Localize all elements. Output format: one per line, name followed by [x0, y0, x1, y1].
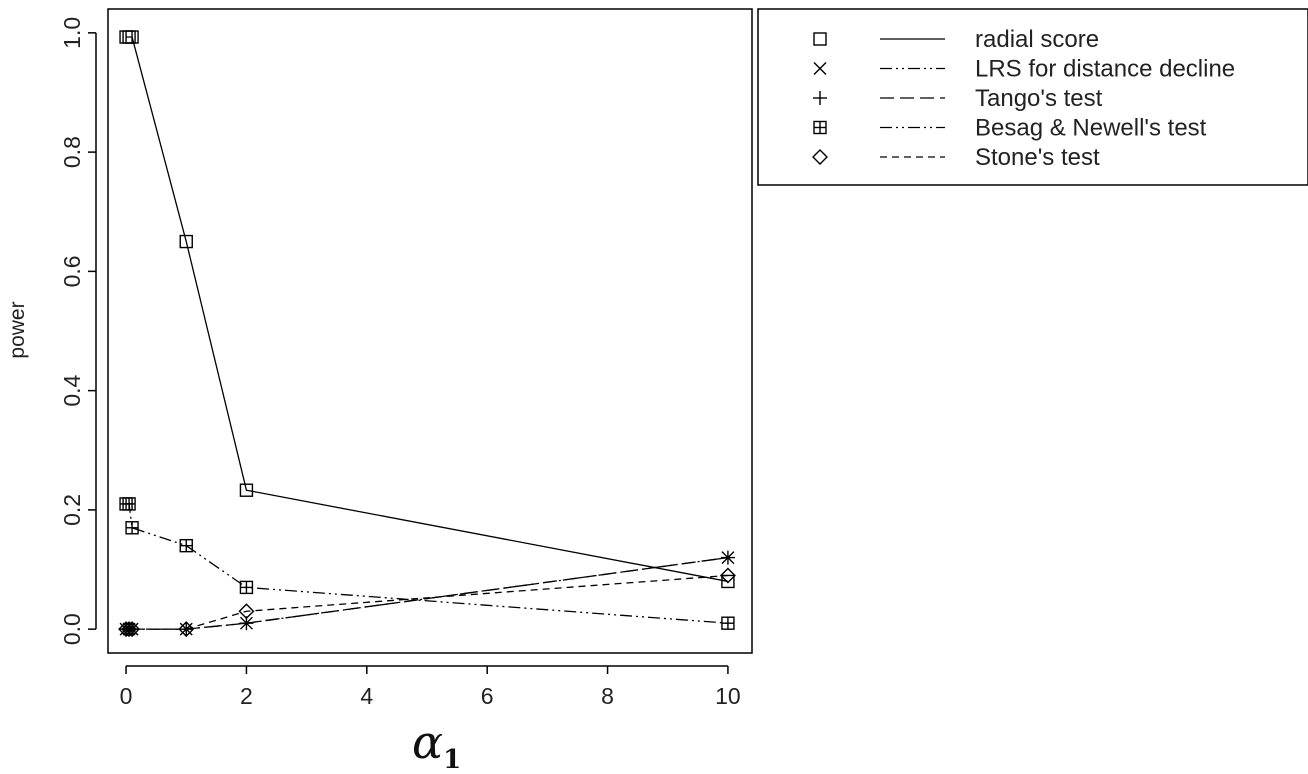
point-stone-s-test — [238, 603, 255, 620]
point-radial-score — [125, 30, 139, 44]
legend-label-stone-s-test: Stone's test — [975, 144, 1100, 171]
point-radial-score — [721, 574, 735, 589]
point-stone-s-test — [124, 621, 141, 638]
x-tick-label: 8 — [601, 683, 614, 709]
x-axis-title-subscript: 1 — [443, 745, 461, 774]
series-lines — [126, 36, 729, 630]
point-besag-newell-s-test — [239, 580, 254, 595]
y-axis-title: power — [6, 301, 29, 358]
legend-label-tango-s-test: Tango's test — [975, 85, 1103, 112]
legend-label-lrs-for-distance-decline: LRS for distance decline — [975, 56, 1235, 83]
legend-marker-besag-newell-s-test — [813, 120, 827, 135]
y-tick-label: 0.0 — [59, 613, 85, 645]
point-besag-newell-s-test — [122, 497, 136, 511]
plot-frame — [107, 8, 753, 654]
series-line-stone-s-test — [126, 574, 728, 630]
legend-label-radial-score: radial score — [975, 26, 1099, 53]
legend-label-besag-newell-s-test: Besag & Newell's test — [975, 115, 1207, 142]
legend-items: radial score LRS for distance declineTang… — [812, 26, 1235, 171]
x-axis: 0 2 4 6 8 10 — [120, 665, 741, 709]
x-tick-label: 4 — [360, 683, 373, 709]
legend: radial score LRS for distance declineTang… — [757, 8, 1308, 186]
x-axis-title-symbol: α — [412, 715, 443, 769]
y-tick-label: 0.4 — [59, 374, 85, 406]
y-tick-label: 0.2 — [59, 494, 85, 526]
y-tick-label: 0.6 — [59, 255, 85, 287]
x-tick-label: 0 — [120, 683, 133, 709]
point-radial-score — [179, 234, 193, 249]
series-markers — [118, 30, 736, 638]
legend-marker-stone-s-test — [812, 149, 828, 165]
x-tick-label: 2 — [240, 683, 253, 709]
point-besag-newell-s-test — [125, 521, 139, 535]
series-line-besag-newell-s-test — [126, 503, 728, 624]
point-stone-s-test — [121, 621, 138, 638]
series-line-radial-score — [126, 36, 729, 583]
legend-frame — [757, 8, 1308, 186]
x-tick-label: 6 — [481, 683, 494, 709]
y-tick-label: 0.8 — [59, 136, 85, 168]
point-besag-newell-s-test — [179, 538, 193, 553]
x-axis-title: α1 — [412, 715, 461, 774]
point-stone-s-test — [178, 621, 195, 638]
y-axis: 0.0 0.2 0.4 0.6 0.8 1.0 — [59, 17, 97, 645]
point-besag-newell-s-test — [721, 616, 735, 630]
series-line-lrs-for-distance-decline — [126, 556, 729, 630]
point-tango-s-test — [179, 622, 194, 637]
y-tick-label: 1.0 — [59, 17, 85, 49]
legend-marker-lrs-for-distance-decline — [813, 62, 827, 75]
point-stone-s-test — [118, 621, 135, 638]
point-tango-s-test — [720, 550, 735, 565]
point-radial-score — [239, 483, 254, 497]
x-tick-label: 10 — [715, 683, 741, 709]
point-stone-s-test — [719, 567, 736, 584]
legend-marker-tango-s-test — [813, 91, 827, 105]
legend-marker-radial-score — [813, 32, 827, 46]
series-line-tango-s-test — [126, 556, 729, 630]
